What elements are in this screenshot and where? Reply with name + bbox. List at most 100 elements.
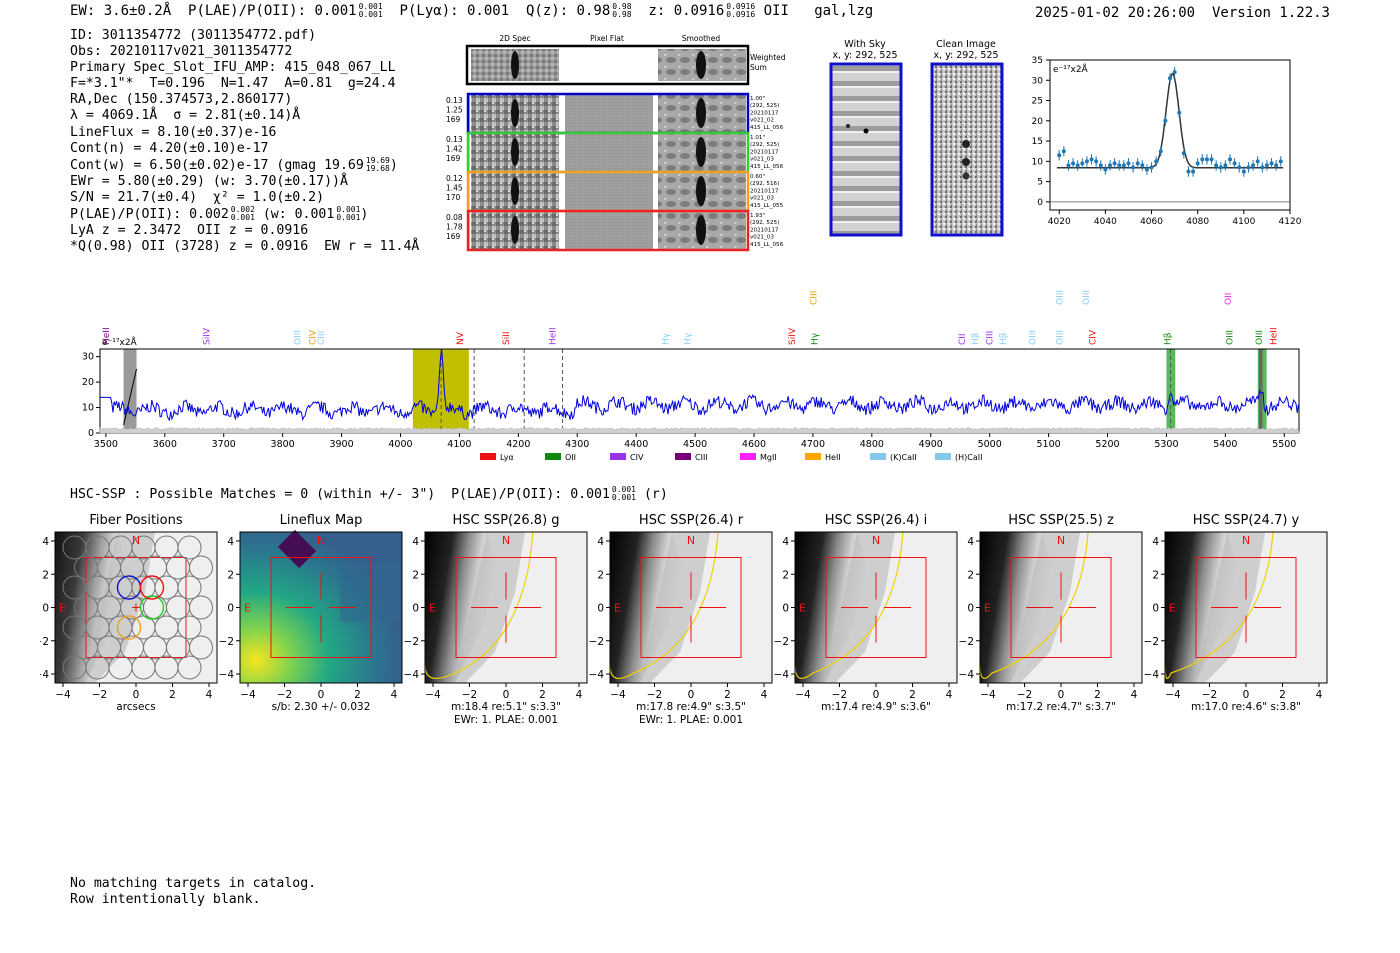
spectral-line-label: Hβ: [999, 332, 1009, 345]
spectral-line-label: OIII: [1056, 330, 1066, 345]
line-fit-data-point: [1149, 165, 1154, 170]
cutout-pixelflat-image: [565, 173, 653, 210]
legend-label: HeII: [825, 453, 841, 462]
panel-xtick-label: 0: [133, 689, 140, 701]
header-version: Version 1.22.3: [1211, 5, 1330, 21]
line-fit-data-point: [1168, 76, 1172, 81]
cutout-smoothed-emission: [696, 176, 706, 206]
panel-ytick-label: 2: [782, 569, 789, 581]
line-fit-data-point: [1075, 163, 1080, 168]
imaging-panel: HSC SSP(26.8) g N E −4 −2 0 2 4 4 2 0 −2 −4 m:18.4 re…: [404, 513, 588, 725]
fiber-circle-selected: [139, 595, 165, 620]
line-fit-data-point: [1089, 157, 1094, 162]
line-fit-ytick-label: 30: [1032, 76, 1044, 86]
info-plae-w-lo: 0.001: [336, 213, 361, 223]
line-fit-data-point: [1191, 169, 1196, 174]
panel-ytick-label: −2: [404, 636, 419, 648]
info-id: ID: 3011354772 (3011354772.pdf): [70, 28, 317, 43]
line-fit-ytick-label: 20: [1032, 117, 1044, 127]
cutout-smoothed-emission: [696, 98, 706, 128]
header-z: z: 0.0916: [648, 3, 725, 19]
line-fit-data-point: [1057, 153, 1062, 158]
line-fit-data-point: [1195, 161, 1200, 166]
cutout-row-meta: (292, 516): [750, 181, 779, 187]
imaging-panel: HSC SSP(24.7) y N E −4 −2 0 2 4 4 2 0 −2 −4 m:17.0 re…: [1144, 513, 1328, 713]
panel-xtick-label: 4: [576, 689, 583, 701]
line-fit-ytick-label: 10: [1032, 157, 1044, 167]
fiber-circle: [177, 615, 202, 640]
imaging-panel-caption: m:17.8 re:4.9" s:3.5": [636, 701, 746, 713]
panel-xtick-label: 4: [1316, 689, 1323, 701]
legend-swatch: [935, 453, 951, 460]
east-label: E: [429, 602, 436, 615]
cutout-row-meta: v021_03: [750, 196, 774, 202]
imaging-panel-caption: arcsecs: [116, 701, 155, 713]
cutout-row-meta: 20210117: [750, 227, 779, 233]
legend-swatch: [480, 453, 496, 460]
fiber-circle: [177, 535, 202, 560]
line-fit-data-point: [1237, 165, 1242, 170]
info-lambda: λ = 4069.1Å σ = 2.81(±0.14)Å: [70, 108, 301, 124]
panel-ytick-label: 0: [782, 603, 789, 615]
cutout-2dspec-emission: [511, 177, 519, 205]
header-ew: EW: 3.6±0.2Å: [70, 3, 172, 19]
line-fit-data-point: [1232, 161, 1237, 166]
north-label: N: [872, 534, 880, 547]
imaging-panel: HSC SSP(25.5) z N E −4 −2 0 2 4 4 2 0 −2 −4 m:17.2 re…: [959, 513, 1143, 713]
spectral-line-label: OIII: [1225, 330, 1235, 345]
line-fit-data-point: [1172, 70, 1177, 75]
east-label: E: [1169, 602, 1176, 615]
spectral-line-label: OIII: [1082, 290, 1092, 305]
info-contw-hi: 19.69: [365, 155, 390, 165]
spectrum-xtick-label: 5300: [1154, 439, 1178, 450]
cutout-2dspec-emission: [511, 216, 519, 244]
cutout-row-stat: 0.08: [446, 213, 463, 222]
spectrum-xtick-label: 4000: [388, 439, 412, 450]
line-fit-data-point: [1278, 159, 1283, 164]
spectrum-xtick-label: 4400: [624, 439, 648, 450]
line-fit-data-point: [1228, 157, 1232, 162]
header-plae-lo: 0.001: [358, 10, 383, 19]
legend-label: (H)CaII: [955, 453, 982, 462]
spectrum-xtick-label: 3600: [153, 439, 177, 450]
header-plae-hi: 0.001: [358, 2, 383, 11]
info-q: *Q(0.98) OII (3728) z = 0.0916 EW r = 11…: [70, 239, 420, 255]
hsc-summary-lo: 0.001: [611, 493, 636, 502]
panel-xtick-label: 2: [1094, 689, 1101, 701]
legend-label: OII: [565, 453, 576, 462]
weighted-sum-row: Weighted Sum: [465, 44, 786, 86]
panel-ytick-label: −2: [774, 636, 789, 648]
line-fit-data-point: [1140, 163, 1145, 168]
panel-xtick-label: −2: [1202, 689, 1217, 701]
panel-ytick-label: −4: [219, 669, 235, 681]
header-qz: Q(z): 0.98: [525, 3, 611, 19]
line-fit-data-point: [1117, 163, 1122, 168]
panel-ytick-label: −2: [589, 636, 604, 648]
header-datetime: 2025-01-02 20:26:00: [1034, 5, 1196, 21]
line-fit-xtick-label: 4060: [1140, 217, 1163, 227]
panel-xtick-label: −4: [980, 689, 996, 701]
panel-xtick-label: 4: [761, 689, 768, 701]
cutout-row-marker: [467, 211, 470, 250]
spectrum-xtick-label: 5100: [1037, 439, 1061, 450]
masked-region-hatch: [123, 368, 138, 426]
sky-panels: With Sky x, y: 292, 525 Clean Image x, y…: [829, 39, 1004, 237]
spectrum-ytick-label: 10: [82, 403, 94, 414]
cutout-row-marker: [467, 133, 470, 172]
target-box: [1195, 557, 1297, 658]
spectral-line-label: SiIV: [788, 327, 798, 345]
cutout-row-meta: v021_03: [750, 235, 774, 241]
cutout-col-pixelflat: Pixel Flat: [590, 34, 624, 43]
east-label: E: [59, 602, 66, 615]
line-fit-data-point: [1260, 165, 1265, 170]
panel-xtick-label: −4: [795, 689, 811, 701]
spectral-line-label: OIII: [1056, 290, 1066, 305]
panel-ytick-label: −2: [40, 636, 49, 648]
line-fit-data-point: [1209, 157, 1214, 162]
line-fit-data-point: [1274, 163, 1279, 168]
panel-xtick-label: 2: [539, 689, 546, 701]
detection-info: ID: 3011354772 (3011354772.pdf) Obs: 202…: [70, 28, 419, 255]
cutout-row-stat: 169: [446, 115, 461, 124]
footer-line-1: No matching targets in catalog.: [70, 876, 317, 891]
